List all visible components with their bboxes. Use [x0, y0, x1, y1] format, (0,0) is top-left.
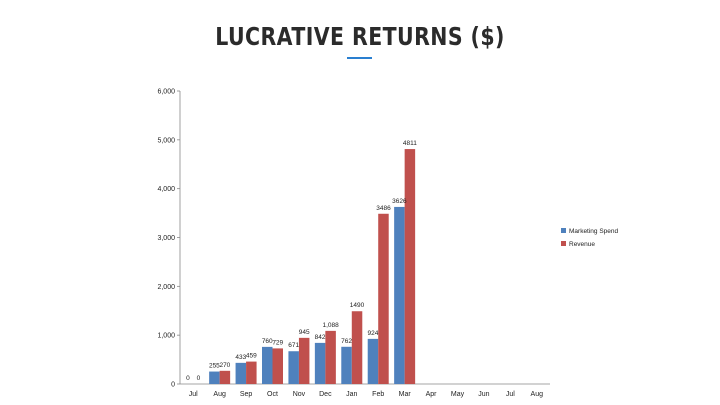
x-tick-label: Feb	[372, 391, 384, 398]
x-tick-label: Jul	[189, 391, 198, 398]
revenue-bar	[351, 311, 363, 384]
x-tick-label: Apr	[426, 391, 438, 398]
revenue-label: 3486	[376, 205, 391, 212]
x-tick-label: Nov	[293, 391, 306, 398]
marketing-spend-label: 0	[186, 375, 190, 382]
revenue-bar	[325, 330, 336, 384]
chart-legend: Marketing Spend Revenue	[561, 228, 619, 248]
chart-bars	[209, 149, 416, 384]
y-axis-ticks: 0 1,000 2,000 3,000 4,000 5,000 6,000	[157, 89, 180, 389]
legend-label-marketing: Marketing Spend	[569, 228, 619, 235]
revenue-label: 4811	[403, 140, 417, 147]
data-labels: 0 255 433 760 671 842 762 924 3626 0 270 459 729 945 1…	[186, 140, 417, 382]
marketing-spend-label: 255	[209, 363, 220, 370]
revenue-label: 0	[197, 375, 201, 382]
y-tick-label: 0	[171, 382, 175, 389]
revenue-label: 1490	[350, 302, 365, 309]
y-tick-label: 3,000	[157, 235, 175, 242]
revenue-label: 459	[246, 353, 257, 360]
revenue-bar	[272, 348, 283, 384]
y-tick-label: 6,000	[157, 89, 175, 96]
revenue-bar	[378, 213, 389, 384]
x-tick-label: Aug	[531, 391, 544, 398]
marketing-spend-bar	[235, 362, 247, 384]
legend-label-revenue: Revenue	[569, 241, 595, 248]
x-tick-label: Jul	[506, 391, 515, 398]
marketing-spend-bar	[314, 342, 326, 384]
y-tick-label: 1,000	[157, 333, 175, 340]
marketing-spend-label: 762	[341, 338, 352, 345]
revenue-label: 1,088	[322, 322, 339, 329]
marketing-spend-label: 924	[368, 330, 379, 337]
x-tick-label: May	[451, 391, 465, 398]
x-axis-ticks: Jul Aug Sep Oct Nov Dec Jan Feb Mar Apr May Jun Jul A…	[189, 391, 543, 398]
x-tick-label: Mar	[399, 391, 412, 398]
y-tick-label: 2,000	[157, 284, 175, 291]
marketing-spend-label: 433	[235, 354, 246, 361]
marketing-spend-bar	[262, 346, 273, 384]
y-tick-label: 4,000	[157, 186, 175, 193]
marketing-spend-bar	[341, 346, 352, 384]
x-tick-label: Jan	[346, 391, 357, 398]
marketing-spend-label: 3626	[392, 198, 407, 205]
x-tick-label: Sep	[240, 391, 253, 398]
revenue-bar	[404, 149, 416, 384]
x-tick-label: Jun	[478, 391, 489, 398]
legend-swatch-revenue	[561, 241, 566, 246]
legend-swatch-marketing	[561, 228, 566, 233]
marketing-spend-bar	[288, 351, 299, 384]
revenue-bar	[298, 337, 310, 384]
revenue-label: 729	[272, 339, 283, 346]
y-tick-label: 5,000	[157, 137, 175, 144]
x-tick-label: Aug	[213, 391, 226, 398]
marketing-spend-bar	[394, 206, 405, 384]
chart-axes	[179, 91, 550, 385]
revenue-bar	[246, 361, 257, 384]
marketing-spend-label: 671	[288, 342, 299, 349]
x-tick-label: Oct	[267, 391, 278, 398]
revenue-label: 270	[219, 362, 230, 369]
x-tick-label: Dec	[319, 391, 332, 398]
marketing-spend-label: 760	[262, 338, 273, 345]
revenue-label: 945	[299, 329, 310, 336]
revenue-bar	[219, 370, 231, 384]
page-title: LUCRATIVE RETURNS ($)	[215, 22, 505, 51]
marketing-spend-label: 842	[315, 334, 326, 341]
marketing-spend-bar	[367, 338, 379, 384]
title-underline	[347, 57, 372, 59]
marketing-spend-bar	[209, 371, 220, 384]
